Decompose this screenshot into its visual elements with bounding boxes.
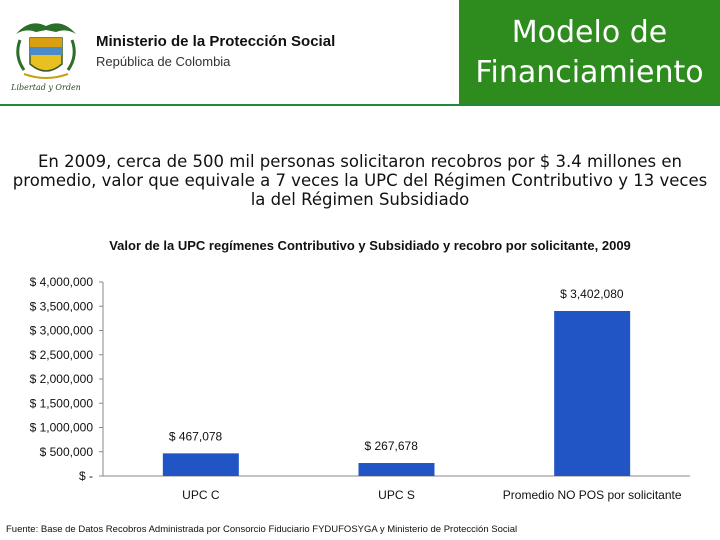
- colombia-coat-of-arms-icon: Libertad y Orden: [10, 23, 81, 92]
- ministry-subtitle: República de Colombia: [96, 54, 231, 69]
- bar-chart: $ - $ 500,000 $ 1,000,000 $ 1,500,000 $ 2,00…: [30, 275, 690, 502]
- intro-text: En 2009, cerca de 500 mil personas solic…: [12, 152, 708, 209]
- bar: [162, 453, 239, 476]
- y-tick-label: $ 2,000,000: [30, 372, 94, 386]
- bar: [358, 463, 435, 476]
- slide-title: Modelo de Financiamiento: [459, 0, 720, 105]
- slide-title-line-2: Financiamiento: [475, 54, 704, 90]
- chart-title: Valor de la UPC regímenes Contributivo y…: [109, 238, 631, 253]
- y-tick-label: $ 3,500,000: [30, 299, 94, 313]
- x-tick-label: UPC C: [182, 488, 220, 502]
- bar: [554, 310, 631, 476]
- y-tick-label: $ 2,500,000: [30, 348, 94, 362]
- page-header: Libertad y Orden Ministerio de la Protec…: [0, 0, 720, 105]
- y-tick-label: $ 1,500,000: [30, 396, 94, 410]
- ministry-name: Ministerio de la Protección Social: [96, 33, 336, 50]
- source-note: Fuente: Base de Datos Recobros Administr…: [6, 524, 518, 535]
- data-label: $ 3,402,080: [560, 287, 624, 301]
- y-tick-label: $ -: [79, 469, 93, 483]
- data-label: $ 267,678: [365, 439, 419, 453]
- data-label: $ 467,078: [169, 429, 223, 443]
- x-tick-label: Promedio NO POS por solicitante: [503, 488, 682, 502]
- y-tick-label: $ 3,000,000: [30, 324, 94, 338]
- y-tick-label: $ 1,000,000: [30, 421, 94, 435]
- header-divider: [0, 104, 720, 106]
- y-tick-label: $ 4,000,000: [30, 275, 94, 289]
- x-tick-label: UPC S: [378, 488, 415, 502]
- emblem-motto: Libertad y Orden: [10, 83, 81, 92]
- y-tick-label: $ 500,000: [40, 445, 94, 459]
- slide-title-line-1: Modelo de: [511, 14, 668, 50]
